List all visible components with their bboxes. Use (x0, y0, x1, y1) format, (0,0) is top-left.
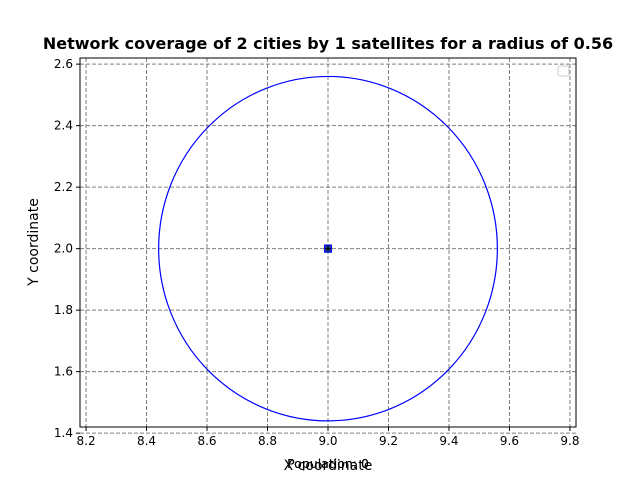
y-tick-label: 2.4 (54, 119, 73, 133)
x-tick-label: 9.4 (439, 434, 458, 448)
x-tick-label: 9.8 (560, 434, 579, 448)
y-ticks: 1.4 1.6 1.8 2.0 2.2 2.4 2.6 (54, 57, 80, 440)
y-tick-label: 2.6 (54, 57, 73, 71)
legend-box (557, 65, 570, 77)
grid (80, 58, 576, 434)
population-text: Population: 0 (287, 456, 369, 471)
y-tick-label: 2.0 (54, 242, 73, 256)
plot-data (158, 75, 498, 422)
y-tick-label: 1.4 (54, 426, 73, 440)
x-tick-label: 8.6 (197, 434, 216, 448)
x-tick-label: 8.8 (258, 434, 277, 448)
x-tick-label: 8.4 (137, 434, 156, 448)
y-tick-label: 2.2 (54, 180, 73, 194)
x-ticks: 8.2 8.4 8.6 8.8 9.0 9.2 9.4 9.6 9.8 (77, 427, 579, 448)
x-tick-label: 9.2 (379, 434, 398, 448)
chart-title: Network coverage of 2 cities by 1 satell… (43, 34, 613, 53)
y-tick-label: 1.8 (54, 303, 73, 317)
x-axis-label: X coordinate (284, 458, 373, 474)
population-text: Population: 0 (287, 456, 369, 471)
coverage-circle (158, 75, 498, 422)
y-axis-label: Y coordinate (26, 198, 42, 287)
x-tick-label: 9.6 (500, 434, 519, 448)
y-tick-label: 1.6 (54, 365, 73, 379)
x-tick-label: 8.2 (77, 434, 96, 448)
x-tick-label: 9.0 (318, 434, 337, 448)
